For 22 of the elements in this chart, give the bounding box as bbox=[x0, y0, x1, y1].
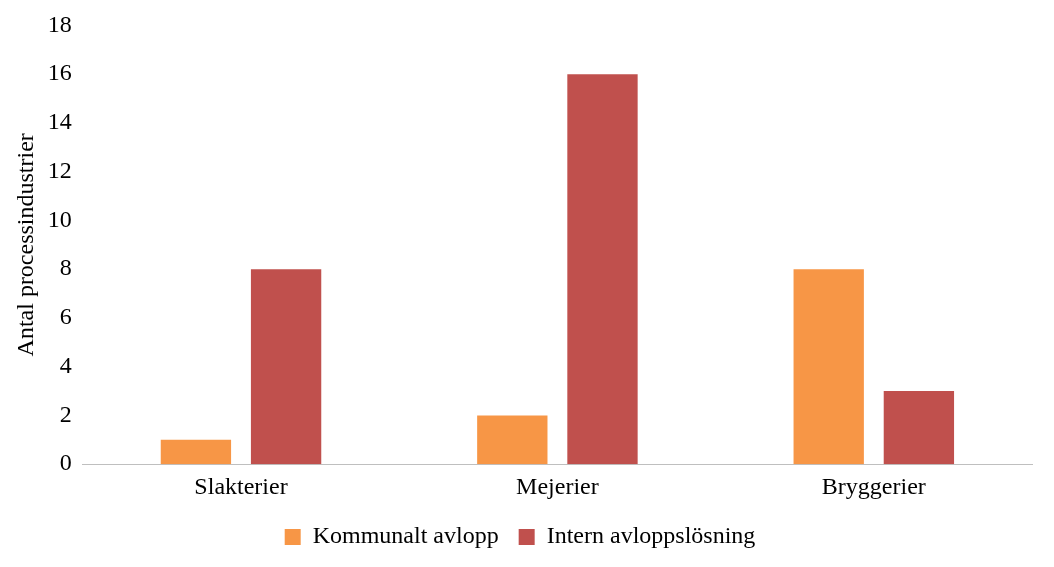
bar bbox=[793, 269, 864, 465]
y-tick-label: 4 bbox=[59, 351, 72, 378]
legend-label: Intern avloppslösning bbox=[546, 522, 756, 549]
bar bbox=[250, 269, 322, 465]
y-axis-title: Antal processindustrier bbox=[11, 133, 38, 357]
y-tick-label: 8 bbox=[59, 254, 72, 281]
bar bbox=[160, 439, 232, 465]
bar bbox=[477, 415, 548, 465]
y-tick-label: 6 bbox=[59, 303, 72, 330]
y-tick-label: 16 bbox=[47, 59, 72, 86]
x-tick-label: Slakterier bbox=[194, 472, 288, 499]
bar bbox=[567, 74, 638, 465]
bar bbox=[883, 391, 955, 465]
y-tick-label: 2 bbox=[59, 400, 72, 427]
y-tick-label: 18 bbox=[47, 10, 72, 37]
y-tick-label: 0 bbox=[59, 449, 72, 476]
legend-label: Kommunalt avlopp bbox=[312, 522, 499, 549]
y-tick-label: 10 bbox=[47, 205, 72, 232]
y-tick-label: 14 bbox=[47, 108, 72, 135]
y-tick-label: 12 bbox=[47, 156, 72, 183]
x-tick-label: Mejerier bbox=[516, 472, 599, 499]
x-tick-label: Bryggerier bbox=[821, 472, 926, 499]
